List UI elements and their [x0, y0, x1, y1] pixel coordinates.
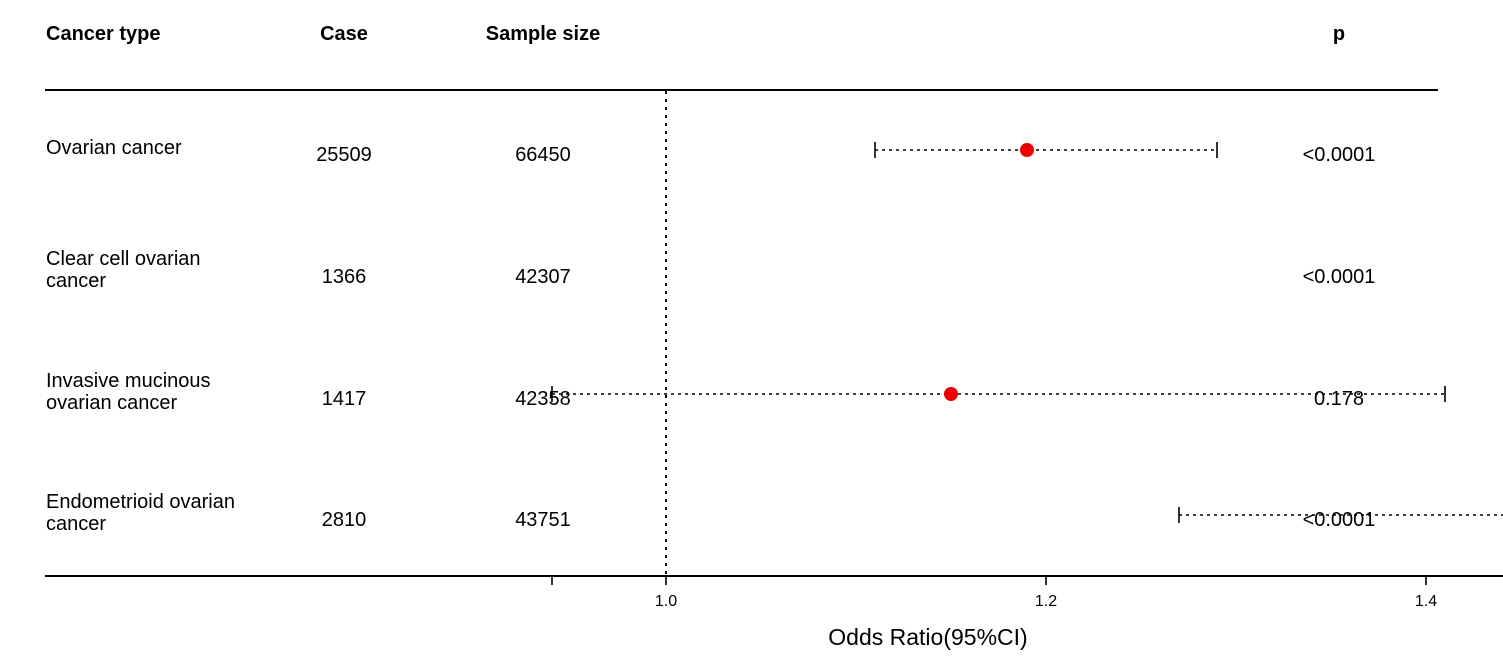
cancer-type-label: cancer [46, 513, 106, 535]
cancer-type-label: cancer [46, 270, 106, 292]
cancer-type-label: Ovarian cancer [46, 137, 182, 159]
cancer-type-label: Endometrioid ovarian [46, 491, 235, 513]
odds-ratio-point [944, 387, 958, 401]
case-value: 2810 [322, 509, 367, 531]
x-tick-label: 1.2 [1035, 593, 1057, 610]
sample-size-value: 43751 [515, 509, 571, 531]
cancer-type-label: ovarian cancer [46, 392, 178, 414]
p-value: <0.0001 [1303, 144, 1376, 166]
x-tick-label: 1.0 [655, 593, 677, 610]
forest-row: Ovarian cancer 25509 66450 <0.0001 [46, 137, 1375, 166]
x-tick-label: 1.4 [1415, 593, 1437, 610]
forest-row: Clear cell ovarian cancer 1366 42307 <0.000… [46, 248, 1376, 292]
cancer-type-label: Clear cell ovarian [46, 248, 201, 270]
header-row: Cancer type Case Sample size p [46, 23, 1345, 45]
x-axis: 1.01.21.41.61.82.02.22.4 [551, 575, 1503, 610]
p-value: <0.0001 [1303, 509, 1376, 531]
header-sample-size: Sample size [486, 23, 601, 45]
cancer-type-label: Invasive mucinous [46, 370, 211, 392]
sample-size-value: 42307 [515, 266, 571, 288]
forest-row: Endometrioid ovarian cancer 2810 43751 <0.0… [46, 491, 1503, 535]
sample-size-value: 42358 [515, 388, 571, 410]
sample-size-value: 66450 [515, 144, 571, 166]
x-axis-label: Odds Ratio(95%CI) [828, 624, 1027, 650]
odds-ratio-point [1020, 143, 1034, 157]
case-value: 1366 [322, 266, 367, 288]
header-cancer-type: Cancer type [46, 23, 161, 45]
header-p: p [1333, 23, 1345, 45]
case-value: 1417 [322, 388, 367, 410]
p-value: 0.178 [1314, 388, 1364, 410]
case-value: 25509 [316, 144, 372, 166]
p-value: <0.0001 [1303, 266, 1376, 288]
header-case: Case [320, 23, 368, 45]
